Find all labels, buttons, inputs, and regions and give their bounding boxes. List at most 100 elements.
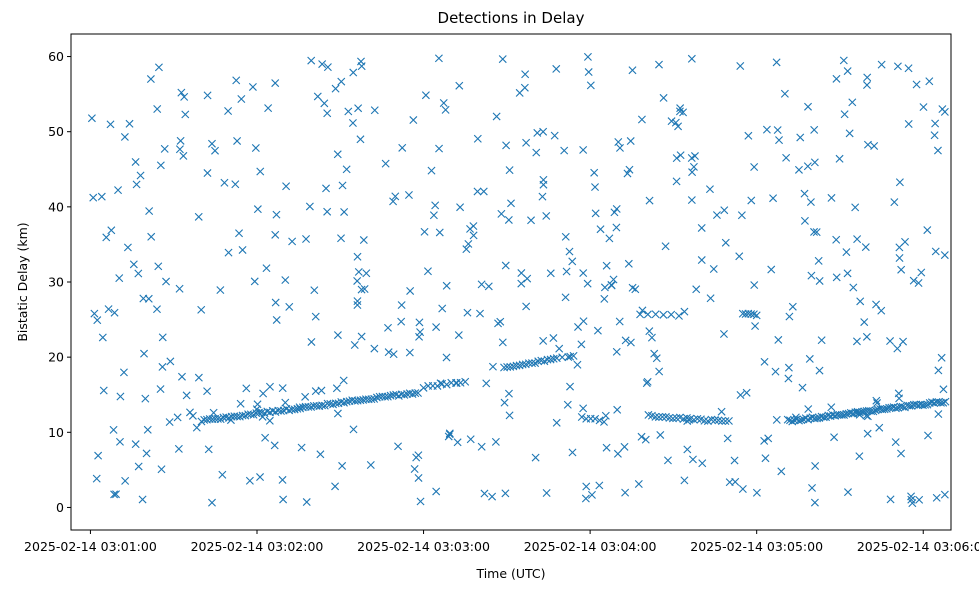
data-point bbox=[409, 116, 418, 125]
data-point bbox=[435, 144, 444, 153]
data-point bbox=[521, 70, 530, 79]
data-point bbox=[454, 331, 463, 340]
data-point bbox=[634, 480, 643, 488]
data-point bbox=[671, 118, 680, 127]
data-point bbox=[819, 413, 828, 422]
x-tick-label: 2025-02-14 03:02:00 bbox=[191, 539, 324, 554]
data-point bbox=[99, 386, 108, 395]
data-point bbox=[663, 456, 672, 465]
data-point bbox=[613, 449, 622, 458]
data-point bbox=[552, 64, 561, 73]
data-point bbox=[560, 146, 569, 155]
data-point bbox=[659, 93, 668, 102]
data-point bbox=[785, 312, 794, 321]
data-point bbox=[156, 161, 165, 170]
data-point bbox=[452, 379, 461, 387]
data-point bbox=[676, 104, 685, 113]
data-point bbox=[224, 248, 233, 257]
data-point bbox=[773, 126, 782, 135]
data-point bbox=[652, 354, 661, 363]
data-point bbox=[674, 311, 683, 320]
data-point bbox=[579, 145, 588, 154]
data-point bbox=[140, 349, 149, 358]
data-point bbox=[687, 196, 696, 205]
y-tick-label: 40 bbox=[48, 199, 64, 214]
data-point bbox=[224, 107, 233, 115]
data-point bbox=[337, 77, 346, 86]
data-point bbox=[354, 104, 363, 113]
data-point bbox=[738, 485, 747, 493]
data-point bbox=[302, 498, 311, 507]
data-point bbox=[772, 58, 781, 67]
data-point bbox=[98, 333, 107, 342]
data-point bbox=[400, 390, 409, 399]
data-point bbox=[897, 449, 906, 458]
data-point bbox=[235, 229, 244, 238]
data-point bbox=[501, 261, 510, 270]
data-point bbox=[788, 302, 797, 311]
data-point bbox=[683, 445, 692, 454]
y-tick-label: 20 bbox=[48, 350, 64, 365]
data-point bbox=[870, 141, 879, 150]
data-point bbox=[194, 212, 203, 221]
data-point bbox=[250, 277, 259, 286]
data-point bbox=[444, 432, 453, 441]
data-point bbox=[807, 271, 816, 280]
data-point bbox=[891, 438, 900, 447]
data-point bbox=[165, 418, 174, 427]
data-point bbox=[120, 132, 129, 141]
data-point bbox=[157, 465, 166, 474]
data-point bbox=[623, 169, 632, 178]
data-point bbox=[439, 99, 448, 108]
data-point bbox=[771, 367, 780, 376]
data-point bbox=[245, 476, 254, 485]
data-point bbox=[524, 359, 533, 368]
data-point bbox=[612, 204, 621, 213]
data-point bbox=[610, 208, 619, 217]
data-point bbox=[940, 251, 949, 260]
data-point bbox=[370, 106, 379, 115]
data-point bbox=[655, 60, 663, 69]
data-point bbox=[624, 259, 633, 268]
data-point bbox=[806, 198, 815, 207]
data-point bbox=[897, 265, 906, 274]
data-point bbox=[848, 98, 857, 107]
data-point bbox=[931, 247, 940, 256]
data-point bbox=[921, 400, 930, 409]
data-point bbox=[607, 281, 616, 290]
data-point bbox=[435, 228, 444, 237]
data-point bbox=[609, 275, 618, 284]
data-point bbox=[134, 269, 143, 278]
data-point bbox=[656, 430, 665, 439]
data-point bbox=[141, 394, 150, 403]
data-point bbox=[752, 488, 761, 497]
data-point bbox=[651, 310, 660, 319]
data-point bbox=[276, 407, 285, 415]
data-point bbox=[97, 192, 106, 201]
data-point bbox=[182, 391, 191, 400]
data-point bbox=[154, 262, 163, 271]
data-point bbox=[94, 451, 103, 460]
data-point bbox=[180, 92, 189, 101]
data-point bbox=[672, 414, 681, 423]
data-point bbox=[177, 88, 186, 97]
data-point bbox=[305, 202, 314, 211]
data-point bbox=[93, 316, 102, 325]
data-point bbox=[679, 108, 688, 117]
data-point bbox=[236, 399, 245, 408]
data-point bbox=[432, 323, 441, 332]
data-point bbox=[344, 107, 353, 116]
data-point bbox=[295, 403, 304, 412]
data-point bbox=[735, 252, 744, 261]
data-point bbox=[672, 177, 681, 186]
data-point bbox=[398, 143, 407, 152]
data-point bbox=[564, 353, 573, 362]
data-point bbox=[915, 495, 924, 504]
data-point bbox=[810, 498, 819, 507]
data-point bbox=[863, 429, 872, 438]
data-point bbox=[717, 417, 726, 426]
data-point bbox=[798, 383, 807, 392]
data-point bbox=[515, 361, 524, 370]
x-tick-label: 2025-02-14 03:06:00 bbox=[857, 539, 979, 554]
data-point bbox=[736, 61, 745, 70]
